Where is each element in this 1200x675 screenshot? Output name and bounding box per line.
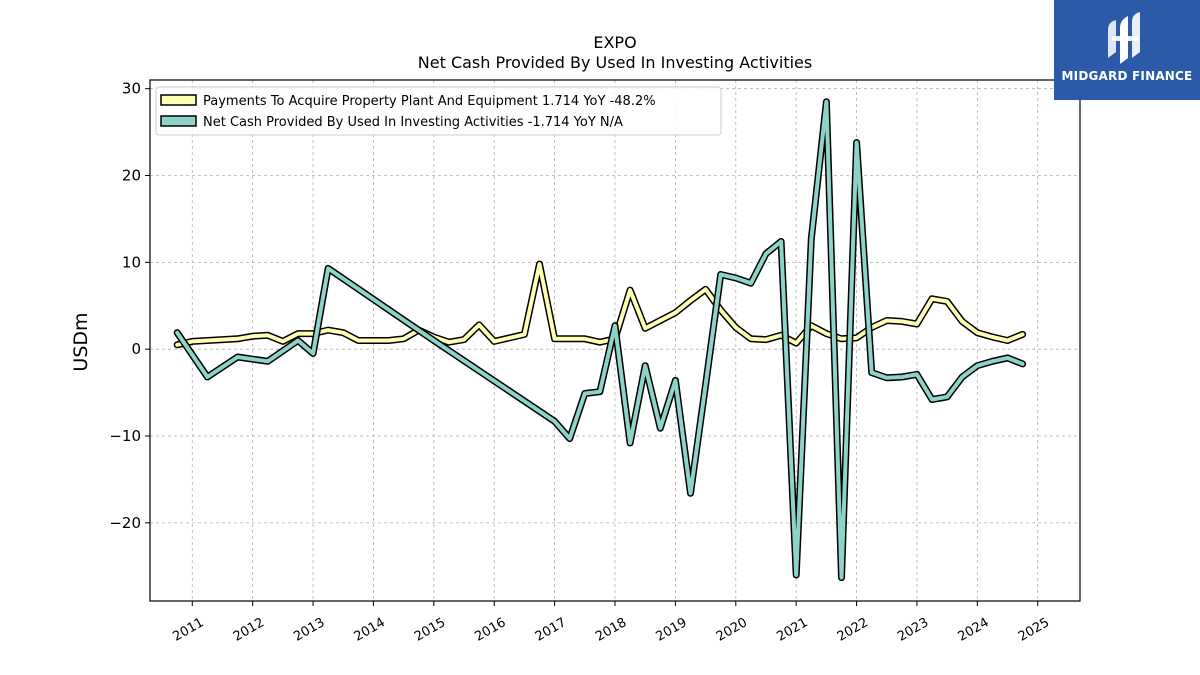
x-tick-label: 2017 (533, 615, 569, 645)
brand-logo: MIDGARD FINANCE (1054, 0, 1200, 100)
x-tick-label: 2022 (835, 615, 871, 645)
x-tick-label: 2019 (654, 615, 690, 645)
x-tick-label: 2014 (352, 615, 388, 645)
brand-logo-text: MIDGARD FINANCE (1061, 69, 1193, 83)
legend-swatch-net-investing (160, 115, 197, 127)
x-tick-label: 2012 (231, 615, 267, 645)
x-tick-label: 2018 (593, 615, 629, 645)
legend-box (155, 86, 722, 136)
y-tick-label: 30 (122, 80, 141, 98)
x-tick-label: 2015 (412, 615, 448, 645)
chart-subtitle: Net Cash Provided By Used In Investing A… (418, 53, 812, 72)
x-axis: 2011 2012 2013 2014 2015 2016 2017 2018 2019 2020… (170, 601, 1052, 645)
series-line-1 (175, 99, 1025, 580)
x-tick-label: 2025 (1016, 615, 1052, 645)
x-tick-label: 2024 (956, 615, 992, 645)
y-tick-label: 10 (122, 253, 141, 271)
y-tick-label: −20 (109, 514, 141, 532)
legend-swatch-capex (160, 94, 197, 106)
chart-title: EXPO (593, 33, 636, 52)
y-tick-label: 20 (122, 167, 141, 185)
y-axis-label: USDm (70, 312, 92, 371)
series-line-0 (175, 262, 1025, 347)
y-tick-label: −10 (109, 427, 141, 445)
x-tick-label: 2013 (291, 615, 327, 645)
series-layer (173, 98, 1027, 582)
x-tick-label: 2016 (472, 615, 508, 645)
legend-label-capex: Payments To Acquire Property Plant And E… (203, 94, 656, 109)
legend: Payments To Acquire Property Plant And E… (155, 86, 722, 136)
y-axis: 30 20 10 0 −10 −20 (109, 80, 150, 532)
y-tick-label: 0 (131, 340, 141, 358)
x-tick-label: 2011 (170, 615, 206, 645)
x-tick-label: 2020 (714, 615, 750, 645)
x-tick-label: 2021 (774, 615, 810, 645)
legend-label-net-investing: Net Cash Provided By Used In Investing A… (203, 115, 623, 130)
midgard-logo-icon (1108, 12, 1140, 64)
x-tick-label: 2023 (895, 615, 931, 645)
